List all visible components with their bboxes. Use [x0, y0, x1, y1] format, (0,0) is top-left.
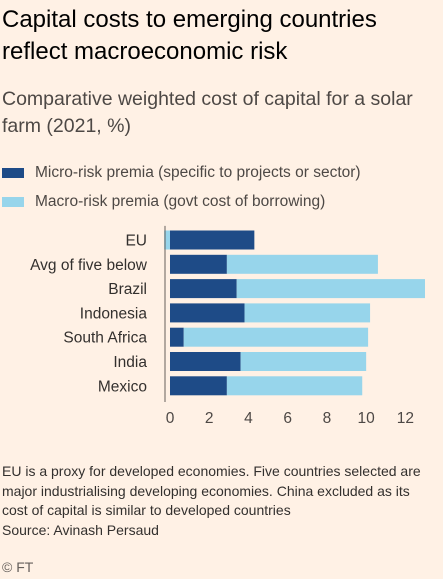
- legend-label-macro: Macro-risk premia (govt cost of borrowin…: [35, 192, 326, 210]
- bars-layer: [164, 230, 425, 396]
- x-tick-label-8: 8: [323, 410, 332, 427]
- bar-segment-avg-of-five-below-macro: [226, 254, 378, 274]
- category-label-eu: EU: [125, 233, 147, 250]
- bar-segment-indonesia-macro: [244, 303, 371, 323]
- legend: Micro-risk premia (specific to projects …: [2, 158, 361, 216]
- x-tick-label-0: 0: [166, 410, 175, 427]
- bar-segment-south-africa-micro: [170, 327, 184, 347]
- chart-title: Capital costs to emerging countries refl…: [2, 6, 377, 65]
- x-tick-label-12: 12: [397, 410, 414, 427]
- x-tick-label-2: 2: [205, 410, 214, 427]
- category-label-indonesia: Indonesia: [80, 305, 148, 322]
- bar-segment-eu-micro: [170, 230, 255, 250]
- legend-item-macro: Macro-risk premia (govt cost of borrowin…: [2, 187, 361, 216]
- category-label-mexico: Mexico: [98, 378, 147, 395]
- x-tick-label-10: 10: [358, 410, 376, 427]
- bar-segment-south-africa-macro: [183, 327, 369, 347]
- category-label-south-africa: South Africa: [63, 330, 147, 347]
- bar-segment-mexico-micro: [170, 376, 227, 396]
- ft-credit: © FT: [2, 559, 34, 575]
- x-tick-label-6: 6: [283, 410, 292, 427]
- category-label-india: India: [113, 354, 147, 371]
- legend-swatch-micro: [2, 167, 24, 178]
- chart-subtitle: Comparative weighted cost of capital for…: [2, 88, 413, 137]
- category-labels: EU Avg of five below Brazil Indonesia South …: [30, 233, 148, 396]
- bar-segment-eu-offset: [164, 230, 170, 250]
- legend-swatch-macro: [2, 196, 24, 207]
- legend-item-micro: Micro-risk premia (specific to projects …: [2, 158, 361, 187]
- bar-segment-indonesia-micro: [170, 303, 245, 323]
- source-text: Source: Avinash Persaud: [2, 521, 159, 538]
- footnote: EU is a proxy for developed economies. F…: [2, 462, 438, 540]
- bar-segment-brazil-micro: [170, 279, 237, 299]
- bar-segment-india-macro: [240, 352, 367, 371]
- bar-segment-avg-of-five-below-micro: [170, 254, 227, 274]
- x-axis-ticks: 0 2 4 6 8 10 12: [164, 225, 414, 427]
- x-tick-label-4: 4: [244, 410, 253, 427]
- category-label-brazil: Brazil: [108, 281, 147, 298]
- legend-label-micro: Micro-risk premia (specific to projects …: [35, 163, 361, 181]
- bar-segment-brazil-macro: [236, 279, 425, 299]
- category-label-avg-of-five-below: Avg of five below: [30, 257, 148, 274]
- bar-segment-india-micro: [170, 352, 241, 371]
- bar-segment-mexico-macro: [226, 376, 363, 396]
- footnote-text: EU is a proxy for developed economies. F…: [2, 463, 421, 518]
